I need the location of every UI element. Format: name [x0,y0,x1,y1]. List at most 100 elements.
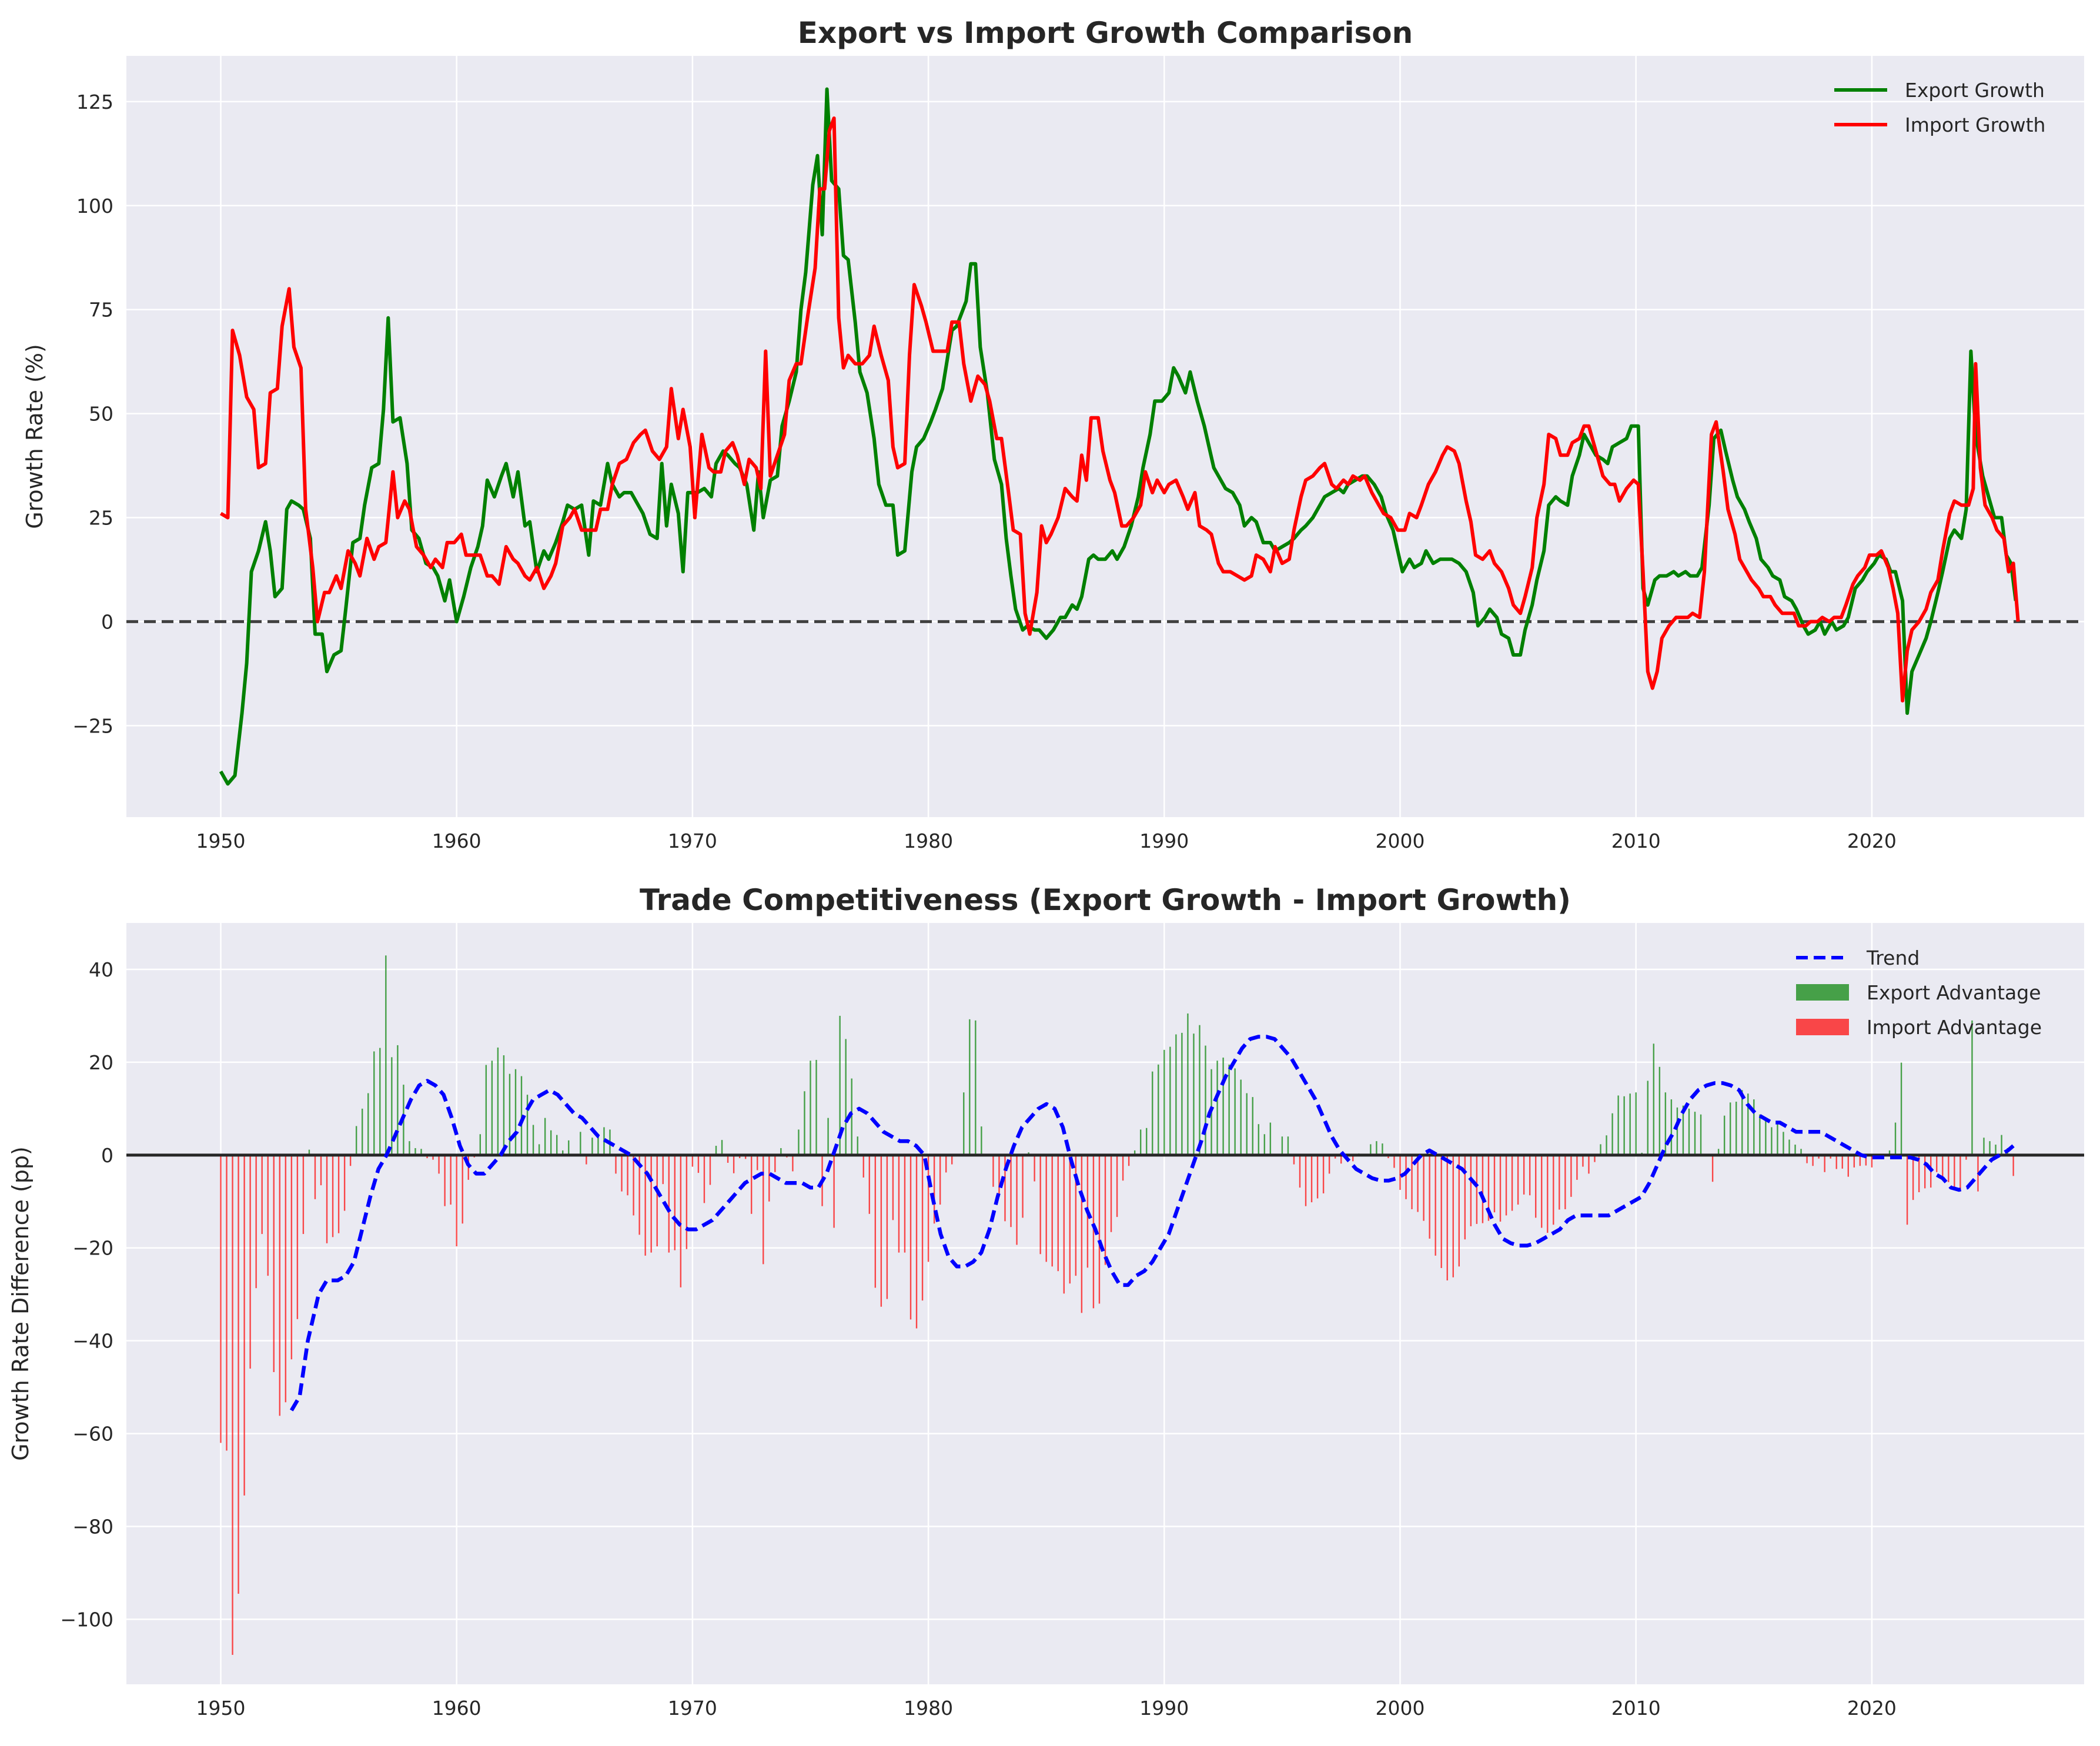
import-advantage-bar [1423,1155,1424,1221]
export-advantage-bar [1193,1033,1195,1155]
import-advantage-bar [1711,1155,1714,1182]
import-advantage-bar [874,1155,877,1288]
export-advantage-bar [1717,1149,1720,1155]
import-advantage-bar [1517,1155,1519,1205]
export-advantage-bar [491,1061,493,1155]
export-advantage-bar [497,1047,499,1155]
x-tick-label: 1970 [668,1697,717,1720]
import-advantage-bar [1482,1155,1484,1223]
import-advantage-bar [1924,1155,1926,1189]
export-advantage-bar [509,1073,511,1155]
export-advantage-bar [1694,1112,1696,1155]
x-tick-label: 2000 [1376,829,1425,852]
export-advantage-bar [1258,1124,1259,1155]
export-advantage-bar [1240,1079,1242,1155]
export-advantage-bar [857,1136,858,1155]
legend: Export Growth Import Growth [1834,79,2045,136]
export-advantage-bar [2001,1135,2002,1155]
import-advantage-bar [1299,1155,1301,1188]
export-advantage-bar [839,1015,841,1155]
y-tick-label: 40 [89,958,113,981]
import-advantage-bar [1541,1155,1543,1228]
import-advantage-bar [320,1155,322,1186]
legend-label-export-advantage: Export Advantage [1867,981,2041,1004]
export-advantage-bar [1800,1149,1802,1155]
import-advantage-bar [1936,1155,1938,1172]
import-advantage-bar [1847,1155,1849,1177]
export-advantage-bar [1146,1128,1148,1155]
export-advantage-bar [715,1146,717,1155]
import-advantage-bar [1399,1155,1401,1190]
export-advantage-bar [1995,1145,1997,1155]
import-advantage-bar [1818,1155,1820,1159]
import-advantage-bar [232,1155,233,1655]
import-advantage-bar [1128,1155,1130,1166]
x-tick-label: 2020 [1847,1697,1897,1720]
legend: Trend Export Advantage Import Advantage [1796,946,2042,1039]
difference-bars [220,955,2014,1655]
import-advantage-bar [326,1155,328,1243]
import-advantage-bar [1051,1155,1053,1267]
import-advantage-bar [1853,1155,1855,1168]
x-tick-label: 1950 [196,829,245,852]
export-advantage-bar [827,1118,829,1155]
import-advantage-bar [763,1155,764,1265]
series-lines [219,87,2020,786]
export-advantage-bar [1723,1115,1726,1155]
export-advantage-bar [798,1129,800,1155]
import-advantage-bar [267,1155,269,1276]
import-advantage-bar [255,1155,257,1289]
x-tick-label: 1980 [904,829,953,852]
import-advantage-bar [1411,1155,1413,1209]
export-advantage-bar [538,1144,540,1155]
import-advantage-bar [1310,1155,1313,1203]
y-tick-label: −100 [60,1608,113,1631]
y-tick-label: −20 [72,1237,113,1260]
import-advantage-bar [1824,1155,1825,1172]
x-tick-label: 1980 [904,1697,953,1720]
chart-title: Export vs Import Growth Comparison [798,16,1413,50]
x-tick-label: 1950 [196,1697,245,1720]
export-advantage-bar [397,1045,399,1155]
export-advantage-bar [367,1093,369,1155]
export-advantage-bar [420,1149,422,1155]
import-advantage-bar [586,1155,587,1165]
import-advantage-bar [1328,1155,1330,1174]
import-advantage-bar [1553,1155,1554,1225]
legend-swatch-export-advantage [1796,984,1849,1001]
import-advantage-bar [1576,1155,1578,1180]
import-advantage-bar [1405,1155,1407,1199]
import-advantage-bar [2012,1155,2014,1176]
export-advantage-bar [591,1138,593,1155]
export-import-growth-panel: 1950 1960 1970 1980 1990 2000 2010 2020 −25 0 25 5… [22,16,2084,852]
trend-line [289,1035,2015,1411]
import-advantage-bar [296,1155,299,1319]
export-advantage-bar [1175,1034,1177,1155]
legend-label-export-growth: Export Growth [1905,79,2045,102]
export-advantage-bar [1228,1064,1230,1155]
x-tick-labels: 1950 1960 1970 1980 1990 2000 2010 2020 [196,1697,1896,1720]
import-advantage-bar [668,1155,670,1253]
legend-label-import-growth: Import Growth [1905,113,2045,136]
import-advantage-bar [302,1155,305,1235]
import-advantage-bar [744,1155,747,1159]
import-advantage-bar [1942,1155,1944,1179]
export-advantage-bar [1158,1064,1159,1155]
export-advantage-bar [391,1057,393,1155]
export-advantage-bar [1222,1057,1224,1155]
import-advantage-bar [1429,1155,1430,1239]
import-advantage-bar [314,1155,316,1199]
export-advantage-bar [1735,1102,1737,1155]
import-advantage-bar [1912,1155,1914,1200]
export-advantage-bar [851,1078,852,1155]
export-advantage-bar [1629,1093,1631,1155]
y-axis-label: Growth Rate Difference (pp) [8,1146,34,1461]
export-advantage-bar [1888,1150,1891,1155]
export-advantage-bar [355,1126,357,1155]
import-advantage-bar [1865,1155,1867,1166]
export-advantage-bar [514,1069,517,1155]
export-advantage-bar [544,1118,546,1155]
import-growth-line [219,116,2020,703]
y-tick-label: 100 [76,195,113,218]
